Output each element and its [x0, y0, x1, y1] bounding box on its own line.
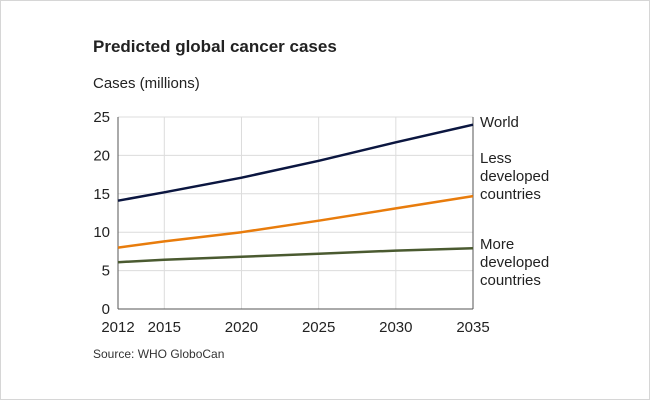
x-tick-label: 2012	[101, 319, 134, 336]
y-tick-label: 20	[93, 147, 110, 164]
x-tick-label: 2020	[225, 319, 258, 336]
y-tick-label: 5	[102, 263, 110, 280]
series-line-world	[117, 123, 474, 202]
y-tick-label: 15	[93, 186, 110, 203]
series-line-more-developed-countries	[117, 247, 474, 264]
series-lines	[117, 123, 474, 264]
series-label-more-developed-countries: More developed countries	[480, 236, 549, 289]
axes	[117, 117, 474, 310]
series-line-less-developed-countries	[117, 194, 474, 249]
y-tick-label: 10	[93, 224, 110, 241]
series-label-less-developed-countries: Less developed countries	[480, 150, 549, 203]
chart-title: Predicted global cancer cases	[93, 37, 337, 56]
y-tick-label: 0	[102, 301, 110, 318]
source-note: Source: WHO GloboCan	[93, 347, 225, 361]
x-tick-label: 2025	[302, 319, 335, 336]
x-tick-label: 2015	[148, 319, 181, 336]
x-tick-label: 2030	[379, 319, 412, 336]
series-labels: World Less developed countries More developed…	[480, 114, 549, 289]
series-label-world: World	[480, 114, 519, 131]
x-tick-label: 2035	[456, 319, 489, 336]
y-axis-label: Cases (millions)	[93, 75, 200, 92]
grid-lines	[118, 116, 473, 309]
y-tick-label: 25	[93, 109, 110, 126]
